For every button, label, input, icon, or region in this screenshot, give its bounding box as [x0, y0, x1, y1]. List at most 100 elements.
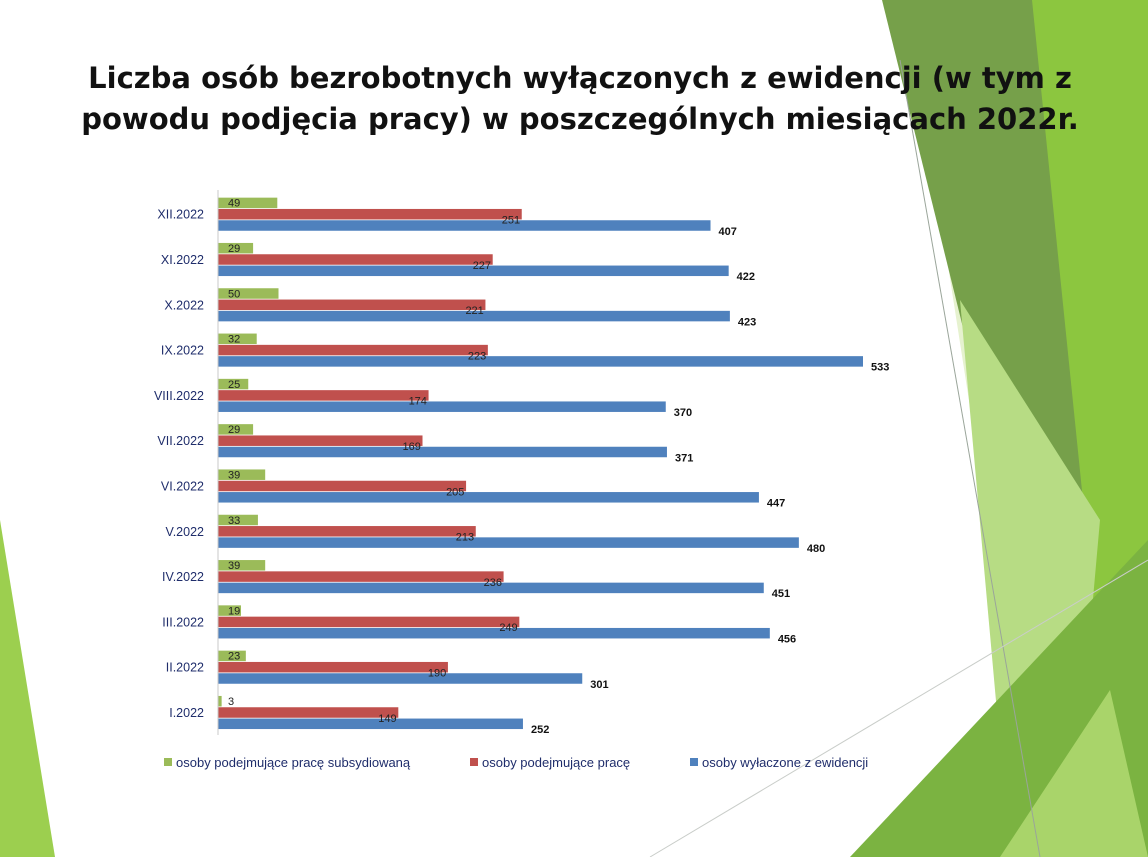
legend-swatch: [470, 758, 478, 766]
data-label: 301: [590, 679, 608, 691]
category-tick-label: XI.2022: [161, 253, 204, 267]
page-title: Liczba osób bezrobotnych wyłączonych z e…: [81, 61, 1079, 136]
deco-thin-line-1: [899, 59, 1041, 857]
deco-left-sliver: [0, 520, 55, 857]
bar-employed: [218, 344, 488, 356]
bar-removed: [218, 627, 770, 639]
bar-subsidized: [218, 514, 258, 526]
bar-subsidized: [218, 288, 279, 299]
data-label: 371: [675, 452, 693, 464]
legend-swatch: [164, 758, 172, 766]
category-tick-label: VII.2022: [157, 434, 204, 448]
legend-label: osoby wyłaczone z ewidencji: [702, 755, 868, 770]
legend-label: osoby podejmujące pracę subsydiowaną: [176, 755, 411, 770]
category-tick-label: X.2022: [164, 298, 204, 312]
deco-bottom-pale: [1000, 690, 1148, 857]
data-label: 236: [484, 577, 502, 589]
bar-employed: [218, 480, 467, 492]
bar-subsidized: [218, 469, 266, 480]
bar-employed: [218, 571, 504, 582]
data-label: 213: [456, 532, 474, 544]
bar-removed: [218, 356, 863, 367]
data-label: 422: [737, 271, 755, 283]
category-tick-label: V.2022: [166, 525, 205, 539]
category-tick-label: III.2022: [162, 615, 204, 629]
data-label: 32: [228, 334, 240, 346]
data-label: 447: [767, 498, 785, 510]
data-label: 29: [228, 424, 240, 436]
data-label: 39: [228, 469, 240, 481]
category-tick-label: VIII.2022: [154, 389, 204, 403]
bar-removed: [218, 673, 583, 684]
bar-employed: [218, 616, 520, 628]
bar-employed: [218, 526, 476, 537]
data-labels: 3149252231903011924945639236451332134803…: [228, 198, 889, 736]
category-tick-label: XII.2022: [157, 208, 204, 222]
category-tick-label: I.2022: [169, 706, 204, 720]
bar-removed: [218, 310, 730, 322]
legend-label: osoby podejmujące pracę: [482, 755, 630, 770]
data-label: 33: [228, 515, 240, 527]
bar-employed: [218, 299, 486, 311]
bar-removed: [218, 718, 523, 730]
data-label: 25: [228, 379, 240, 391]
category-axis-labels: I.2022 II.2022 III.2022 IV.2022 V.2022 VI.202…: [154, 208, 204, 720]
data-label: 221: [465, 305, 483, 317]
bar-removed: [218, 582, 764, 594]
category-tick-label: II.2022: [166, 661, 204, 675]
category-tick-label: IV.2022: [162, 570, 204, 584]
bar-subsidized: [218, 560, 266, 571]
data-label: 407: [719, 226, 737, 238]
data-label: 3: [228, 696, 234, 708]
bar-removed: [218, 537, 799, 548]
bar-subsidized: [218, 242, 254, 254]
data-label: 23: [228, 651, 240, 663]
bar-employed: [218, 661, 448, 673]
bar-subsidized: [218, 424, 254, 435]
bar-subsidized: [218, 695, 222, 707]
data-label: 29: [228, 243, 240, 255]
data-label: 49: [228, 198, 240, 210]
category-tick-label: IX.2022: [161, 344, 204, 358]
legend-swatch: [690, 758, 698, 766]
bar-employed: [218, 707, 399, 718]
category-tick-label: VI.2022: [161, 480, 204, 494]
data-label: 19: [228, 605, 240, 617]
bar-subsidized: [218, 605, 241, 616]
data-label: 251: [502, 214, 520, 226]
bar-employed: [218, 390, 429, 401]
bar-subsidized: [218, 378, 249, 390]
data-label: 252: [531, 724, 549, 736]
bar-subsidized: [218, 333, 257, 345]
data-label: 190: [428, 667, 446, 679]
bar-subsidized: [218, 650, 246, 662]
data-label: 423: [738, 316, 756, 328]
data-label: 533: [871, 362, 889, 374]
bar-employed: [218, 208, 522, 220]
legend: osoby podejmujące pracę subsydiowaną osob…: [164, 755, 868, 770]
data-label: 480: [807, 543, 825, 555]
bar-removed: [218, 265, 729, 277]
data-label: 50: [228, 288, 240, 300]
data-label: 227: [473, 260, 491, 272]
bar-subsidized: [218, 197, 278, 209]
bars: [218, 197, 863, 730]
deco-thin-line-2: [649, 559, 1148, 857]
data-label: 205: [446, 486, 464, 498]
bar-removed: [218, 492, 759, 503]
bar-employed: [218, 435, 423, 446]
data-label: 223: [468, 350, 486, 362]
data-label: 169: [403, 441, 421, 453]
data-label: 249: [499, 622, 517, 634]
bar-removed: [218, 446, 667, 458]
bar-removed: [218, 401, 666, 412]
data-label: 174: [409, 396, 427, 408]
bar-employed: [218, 254, 493, 265]
data-label: 451: [772, 588, 790, 600]
bar-removed: [218, 220, 711, 231]
data-label: 370: [674, 407, 692, 419]
data-label: 149: [378, 713, 396, 725]
data-label: 39: [228, 560, 240, 572]
